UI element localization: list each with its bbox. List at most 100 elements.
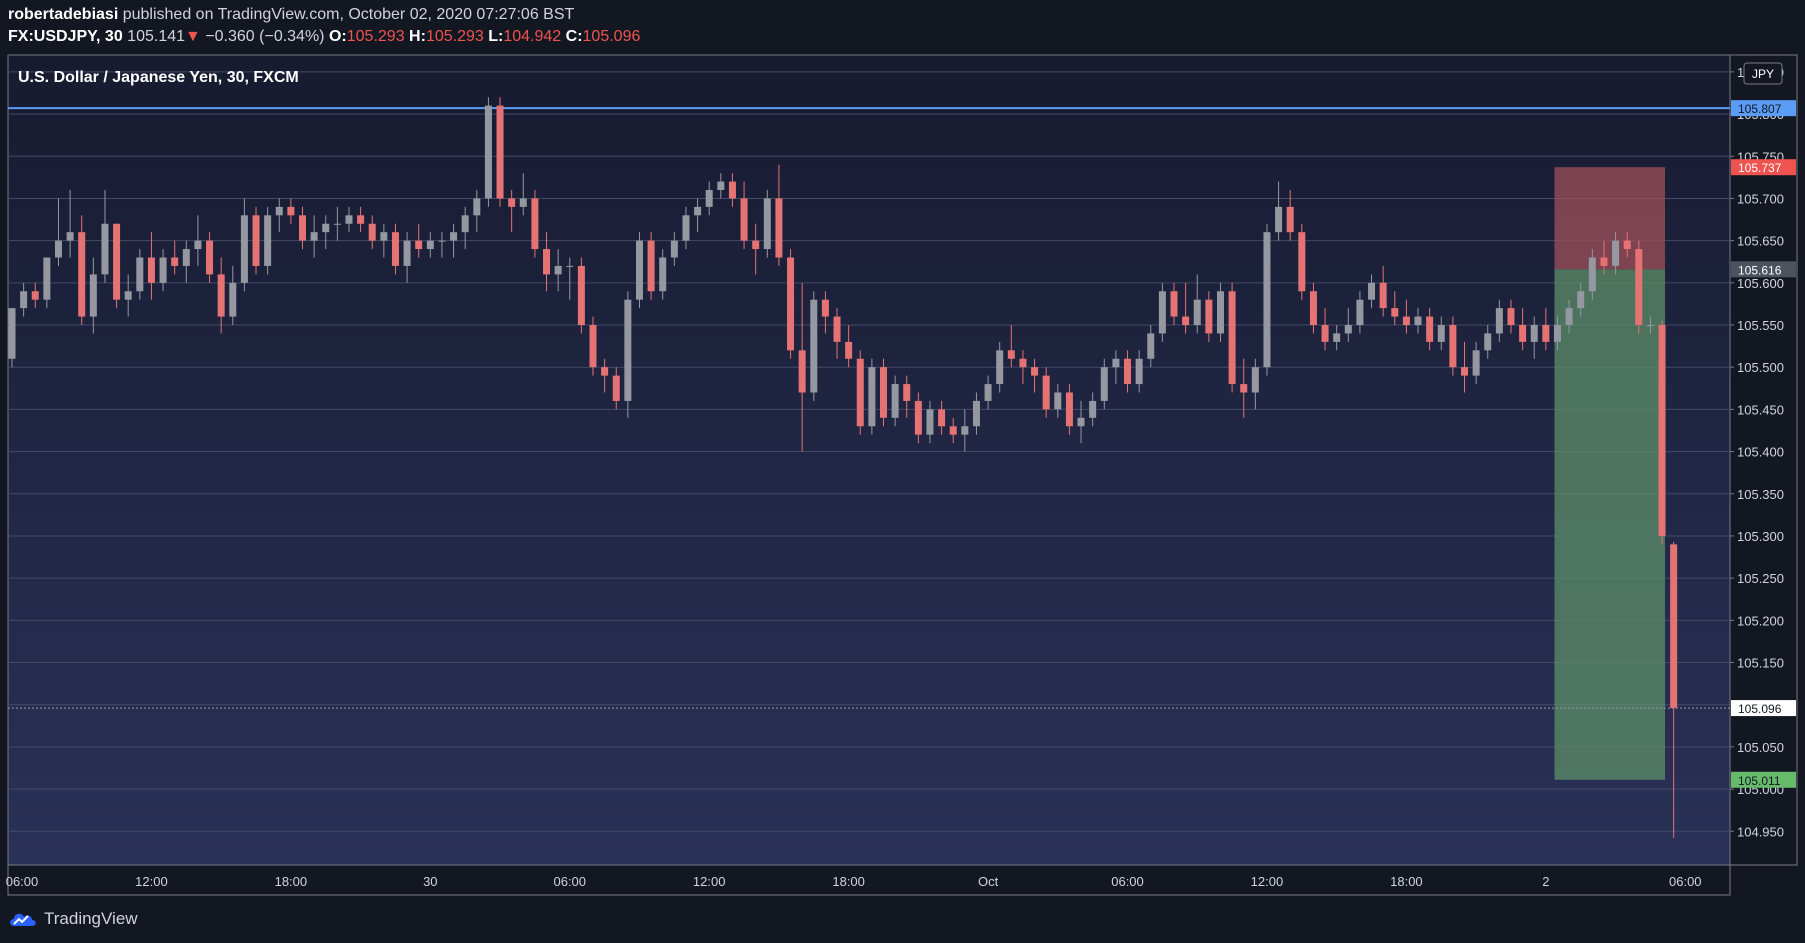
candle-body <box>264 215 272 266</box>
candle-body <box>577 265 585 325</box>
candle-body <box>798 350 806 393</box>
candle-body <box>496 105 504 199</box>
candle-body <box>589 325 597 368</box>
candle-body <box>333 223 341 225</box>
tradingview-brand[interactable]: TradingView <box>8 908 138 930</box>
candle-body <box>1553 325 1561 342</box>
candle-body <box>1321 325 1329 342</box>
candle-body <box>856 358 864 427</box>
candle-body <box>752 240 760 250</box>
candle-body <box>1170 291 1178 317</box>
candle-body <box>1461 367 1468 376</box>
price-tick-label: 105.550 <box>1737 318 1784 333</box>
candle-body <box>217 274 225 317</box>
candle-body <box>1228 291 1236 385</box>
candle-body <box>868 367 876 427</box>
price-label-box <box>1731 100 1796 117</box>
price-tick-label: 104.950 <box>1737 824 1784 839</box>
price-axis[interactable] <box>1729 54 1798 866</box>
down-arrow-icon: ▼ <box>185 28 201 45</box>
candle-body <box>357 215 365 224</box>
price-tick-label: 105.250 <box>1737 571 1784 586</box>
candle-body <box>1472 350 1480 376</box>
candle-body <box>1507 308 1515 325</box>
currency-badge[interactable]: JPY <box>1752 67 1774 81</box>
price-label-box <box>1731 261 1796 278</box>
price-tick-label: 105.400 <box>1737 445 1784 460</box>
candle-body <box>171 257 179 266</box>
candle-body <box>1577 291 1585 309</box>
candle-body <box>1414 316 1422 325</box>
candle-body <box>880 367 887 418</box>
candle-body <box>519 198 527 207</box>
time-tick-label: 12:00 <box>1251 874 1284 889</box>
price-tick-label: 105.450 <box>1737 402 1784 417</box>
candle-body <box>159 257 167 283</box>
candle-body <box>403 240 411 266</box>
candle-body <box>8 308 16 359</box>
candle-body <box>1286 206 1294 233</box>
price-label: 105.011 <box>1738 774 1781 788</box>
chart-pane[interactable] <box>7 54 1731 866</box>
time-tick-label: 06:00 <box>1669 874 1702 889</box>
candle-body <box>1495 308 1503 334</box>
price-label: 105.616 <box>1738 263 1782 277</box>
candle-body <box>124 291 132 300</box>
candle-body <box>1379 282 1387 309</box>
publish-info: robertadebiasi published on TradingView.… <box>8 6 574 24</box>
candle-body <box>1658 325 1666 536</box>
time-axis[interactable] <box>7 864 1731 896</box>
candle-body <box>1019 358 1027 368</box>
candle-body <box>54 240 62 258</box>
candle-body <box>473 198 481 216</box>
candle-body <box>1042 375 1050 410</box>
candle-body <box>1216 291 1224 334</box>
candle-body <box>1635 249 1643 325</box>
candle-body <box>147 257 155 283</box>
currency-badge-box[interactable] <box>1743 62 1783 85</box>
candle-body <box>1612 240 1620 266</box>
take-profit-zone[interactable] <box>1554 269 1666 780</box>
candle-body <box>531 198 539 250</box>
candle-body <box>926 409 934 435</box>
position-zones[interactable] <box>1554 167 1666 780</box>
candle-body <box>914 400 922 435</box>
stop-loss-zone[interactable] <box>1554 167 1666 270</box>
candle-body <box>543 249 551 275</box>
candle-body <box>1298 232 1306 292</box>
candle-body <box>554 265 562 275</box>
high-label: H: <box>409 28 426 45</box>
author-name[interactable]: robertadebiasi <box>8 6 119 23</box>
candle-body <box>1263 232 1271 368</box>
time-tick-label: 18:00 <box>275 874 308 889</box>
candle-body <box>89 274 97 317</box>
price-tick-label: 105.600 <box>1737 276 1784 291</box>
price-tick-label: 105.200 <box>1737 613 1784 628</box>
candle-body <box>1670 544 1678 709</box>
candle-body <box>961 426 969 435</box>
time-tick-label: 12:00 <box>693 874 726 889</box>
candle-body <box>1368 282 1376 300</box>
last-price: 105.141 <box>127 28 186 45</box>
time-tick-label: 06:00 <box>6 874 39 889</box>
time-tick-label: 06:00 <box>553 874 586 889</box>
candle-body <box>1588 257 1596 292</box>
price-tick-label: 105.650 <box>1737 234 1784 249</box>
time-axis-ticks: 06:00 12:00 18:00 30 06:00 12:00 18:00 Oct 06:00… <box>6 874 1702 889</box>
candle-body <box>972 400 980 427</box>
candle-body <box>1530 325 1538 342</box>
candle-body <box>380 232 388 241</box>
candle-body <box>821 299 829 317</box>
open-value: 105.293 <box>346 28 405 45</box>
candle-body <box>740 198 748 241</box>
candle-body <box>78 232 86 317</box>
candle-body <box>484 105 492 199</box>
candle-body <box>31 291 39 300</box>
candle-body <box>299 215 306 241</box>
time-tick-label: 2 <box>1542 874 1549 889</box>
horizontal-lines[interactable] <box>8 107 1730 709</box>
time-tick-label: 18:00 <box>832 874 865 889</box>
symbol-label[interactable]: FX:USDJPY, 30 <box>8 28 123 45</box>
candles <box>8 97 1678 838</box>
